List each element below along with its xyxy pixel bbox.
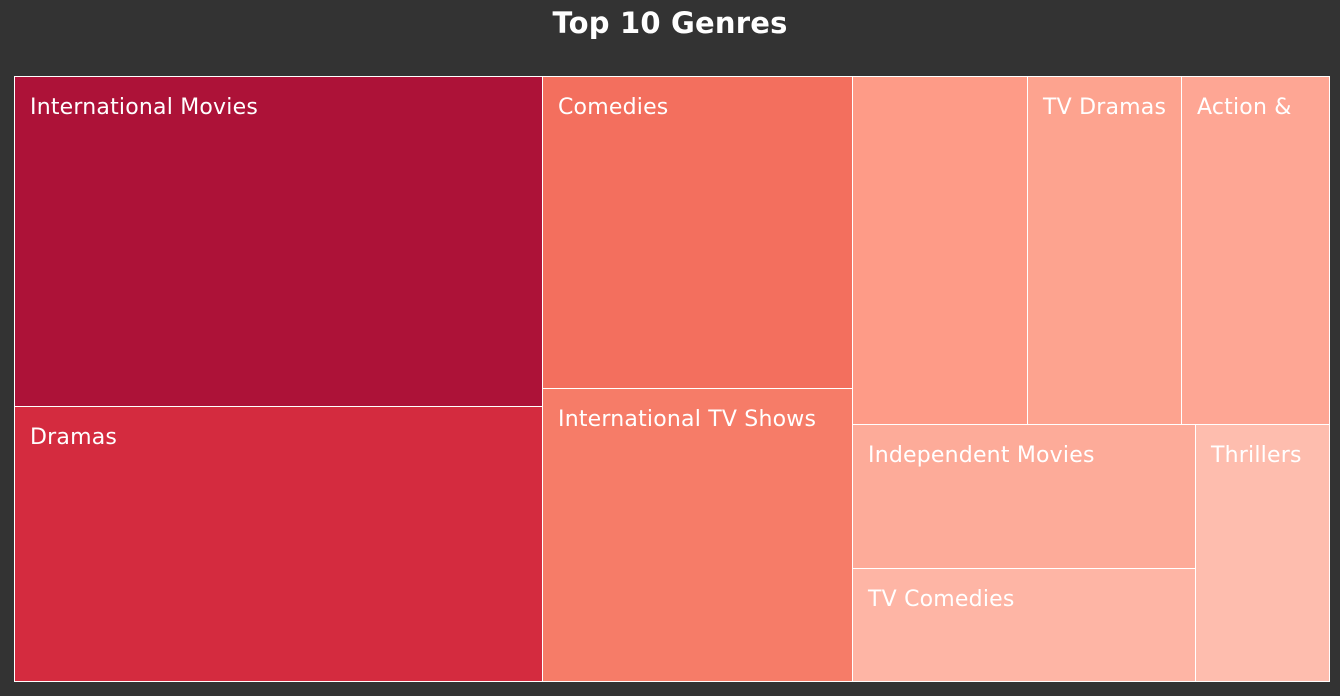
tile-label-dramas: Dramas: [30, 425, 118, 450]
tile-thrillers[interactable]: Thrillers: [1195, 424, 1330, 682]
tile-label-international-movies: International Movies: [30, 95, 258, 120]
tile-label-thrillers: Thrillers: [1211, 443, 1302, 468]
chart-title: Top 10 Genres: [552, 6, 788, 40]
tile-action[interactable]: Action &: [1181, 76, 1330, 425]
tile-international-tv-shows[interactable]: International TV Shows: [542, 388, 853, 682]
tile-label-action: Action &: [1197, 95, 1292, 120]
treemap-chart: International Movies Dramas Comedies Int…: [14, 76, 1330, 682]
tile-label-tv-comedies: TV Comedies: [868, 587, 1015, 612]
tile-comedies[interactable]: Comedies: [542, 76, 853, 389]
tile-independent-movies[interactable]: Independent Movies: [852, 424, 1196, 569]
tile-tv-comedies[interactable]: TV Comedies: [852, 568, 1196, 682]
tile-dramas[interactable]: Dramas: [14, 406, 543, 682]
tile-tv-dramas[interactable]: TV Dramas: [1027, 76, 1182, 425]
tile-label-comedies: Comedies: [558, 95, 669, 120]
tile-international-movies[interactable]: International Movies: [14, 76, 543, 407]
tile-label-international-tv-shows: International TV Shows: [558, 407, 817, 432]
tile-label-independent-movies: Independent Movies: [868, 443, 1095, 468]
tile-unlabeled-genre[interactable]: [852, 76, 1028, 425]
tile-label-tv-dramas: TV Dramas: [1043, 95, 1167, 120]
